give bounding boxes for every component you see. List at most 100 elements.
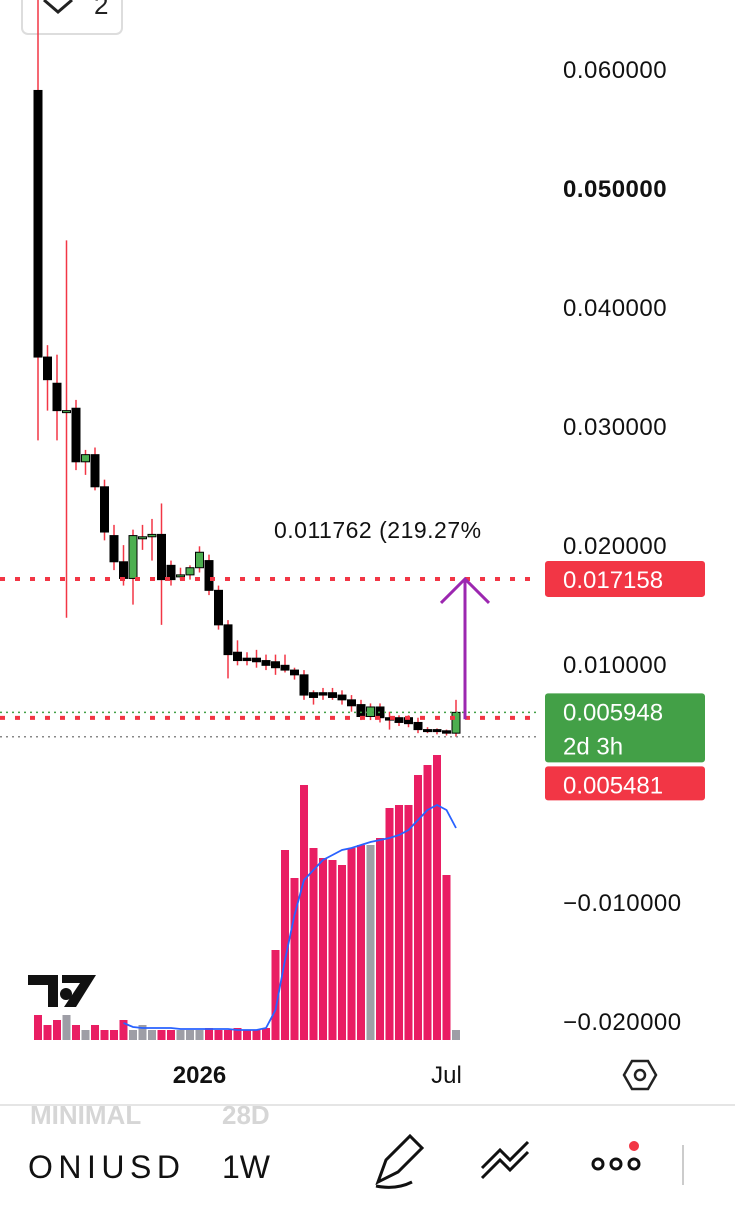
chart-type-icon[interactable]	[480, 1140, 530, 1180]
y-tick-label: 0.020000	[563, 533, 667, 560]
volume-bar	[404, 805, 413, 1040]
candle-body	[233, 651, 242, 662]
candle-body	[100, 486, 109, 533]
badge: 2	[94, 0, 108, 20]
y-tick-label: 0.040000	[563, 295, 667, 322]
price-label: 0.005481	[563, 772, 663, 799]
candle-body	[33, 89, 43, 358]
x-tick-label: Jul	[431, 1062, 462, 1089]
volume-bar	[347, 848, 356, 1040]
candle-body	[423, 729, 432, 733]
volume-bar	[442, 875, 451, 1040]
candle-body	[347, 699, 356, 707]
volume-bar	[290, 878, 299, 1040]
y-tick-label: −0.020000	[563, 1009, 682, 1036]
candle-body	[204, 560, 214, 591]
volume-bar	[423, 765, 432, 1040]
volume-bar	[91, 1025, 99, 1040]
volume-bar	[414, 775, 422, 1040]
candle-body	[328, 692, 337, 698]
y-tick-label: −0.010000	[563, 890, 682, 917]
volume-bar	[376, 838, 384, 1040]
y-tick-label: 0.050000	[563, 176, 667, 203]
price-label: 0.005948	[563, 699, 663, 726]
candle-body	[252, 657, 261, 663]
volume-bar	[129, 1030, 137, 1040]
logo-dot	[60, 988, 72, 1000]
candle-body	[394, 717, 404, 723]
volume-bar	[319, 858, 327, 1040]
candle-body	[90, 454, 100, 488]
settings-icon-center	[633, 1068, 647, 1082]
candle-body	[261, 660, 271, 666]
volume-bar	[205, 1028, 213, 1040]
volume-bar	[81, 1030, 90, 1040]
x-tick-label: 2026	[173, 1062, 226, 1089]
price-label-box	[545, 766, 705, 801]
chevron-icon	[43, 0, 73, 14]
candle-body	[309, 692, 318, 698]
interval[interactable]: 1W	[222, 1149, 271, 1185]
volume-bar	[43, 1025, 52, 1040]
candle-body	[271, 661, 280, 669]
candle-body	[195, 551, 204, 569]
y-tick-label: 0.060000	[563, 57, 667, 84]
volume-bar	[452, 1030, 460, 1040]
volume-bar	[167, 1030, 175, 1040]
price-label-box	[545, 693, 705, 763]
volume-bar	[100, 1030, 109, 1040]
volume-bar	[119, 1020, 128, 1040]
candle-body	[166, 564, 176, 581]
volume-bar	[281, 850, 289, 1040]
badge-box[interactable]	[21, 0, 123, 35]
draw-icon[interactable]	[375, 1133, 425, 1189]
candle-body	[280, 664, 290, 671]
price-label: 0.017158	[563, 567, 663, 594]
volume-bar	[157, 1030, 166, 1040]
candle-body	[109, 535, 119, 563]
candle-body	[81, 454, 90, 463]
volume-bar	[385, 808, 394, 1040]
volume-bar	[176, 1030, 185, 1040]
candle-body	[157, 533, 166, 581]
settings-icon[interactable]	[622, 1059, 658, 1091]
symbol[interactable]: ONIUSD	[28, 1149, 180, 1185]
volume-bar	[53, 1020, 61, 1040]
candle-body	[176, 574, 185, 578]
volume-bar	[395, 805, 403, 1040]
volume-bar	[338, 865, 346, 1040]
candle-body	[242, 657, 252, 662]
candle-body	[52, 382, 62, 412]
candle-body	[432, 729, 442, 733]
candle-body	[119, 561, 128, 579]
more-icon[interactable]	[591, 1141, 641, 1171]
volume-bar	[62, 1015, 71, 1040]
volume-bar	[224, 1030, 232, 1040]
volume-bar	[243, 1030, 251, 1040]
candle-body	[337, 694, 347, 701]
candle-body	[62, 410, 71, 414]
volume-bar	[214, 1030, 223, 1040]
volume-bar	[233, 1028, 242, 1040]
candle-body	[223, 624, 233, 656]
candle-body	[138, 536, 147, 540]
candle-body	[214, 589, 223, 626]
volume-bar	[300, 785, 308, 1040]
measure-arrowhead	[439, 576, 491, 605]
y-tick-label: 0.030000	[563, 414, 667, 441]
volume-bar	[34, 1015, 42, 1040]
candle-body	[71, 407, 81, 463]
volume-bar	[72, 1025, 80, 1040]
volume-bar	[433, 755, 441, 1040]
candle-body	[442, 730, 451, 734]
candle-body	[128, 535, 138, 579]
candle-body	[451, 711, 461, 734]
candle-body	[413, 721, 423, 731]
countdown: 2d 3h	[563, 733, 623, 760]
volume-ma-line	[123, 803, 457, 1031]
volume-bar	[271, 950, 280, 1040]
candle-body	[185, 567, 195, 576]
volume-bar	[186, 1030, 194, 1040]
y-tick-label: 0.010000	[563, 652, 667, 679]
